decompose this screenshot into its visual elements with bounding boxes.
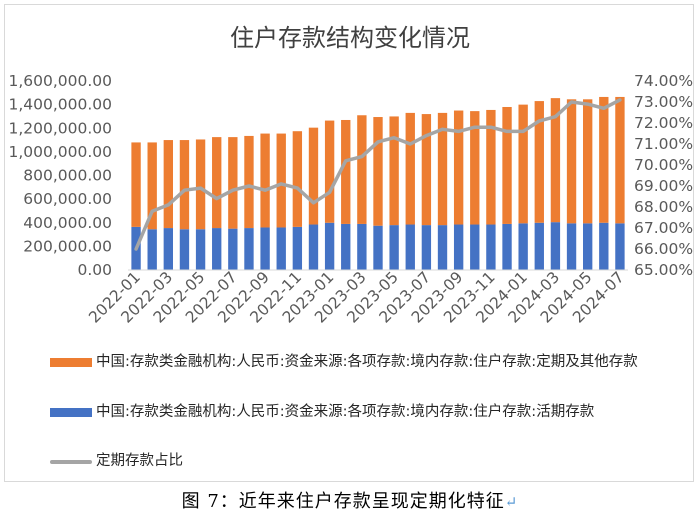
bar-current-deposit [470,224,480,270]
bar-fixed-deposit [260,133,270,228]
y-right-tick-label: 72.00% [634,114,693,132]
bar-current-deposit [292,226,303,270]
ratio-series-line [134,98,622,251]
legend-item-ratio: 定期存款占比 [50,451,670,471]
bar-current-deposit [260,227,270,270]
legend-label-current: 中国:存款类金融机构:人民币:资金来源:各项存款:境内存款:住户存款:活期存款 [96,404,595,420]
bar-current-deposit [405,224,415,270]
y-left-tick-label: 800,000.00 [23,167,112,185]
legend-swatch-current [50,408,92,417]
bar-current-deposit [163,228,173,270]
bar-fixed-deposit [212,137,222,229]
y-left-tick-label: 600,000.00 [23,190,112,208]
legend-label-fixed: 中国:存款类金融机构:人民币:资金来源:各项存款:境内存款:住户存款:定期及其他… [96,354,638,370]
bar-fixed-deposit [147,142,157,230]
bar-current-deposit [421,225,432,270]
legend-item-fixed: 中国:存款类金融机构:人民币:资金来源:各项存款:境内存款:住户存款:定期及其他… [50,352,670,372]
bar-fixed-deposit [308,127,319,225]
bar-current-deposit [324,222,335,270]
legend-label-ratio: 定期存款占比 [96,453,183,469]
bar-current-deposit [179,229,190,270]
bar-current-deposit [276,227,286,270]
bar-fixed-deposit [228,137,238,229]
bar-current-deposit [244,228,254,270]
bar-fixed-deposit [373,117,383,226]
figure-caption: 图 7：近年来住户存款呈现定期化特征↵ [0,487,700,513]
bar-current-deposit [373,225,383,270]
bar-current-deposit [147,229,157,270]
bar-fixed-deposit [566,99,577,224]
y-right-tick-label: 74.00% [634,72,693,90]
y-left-tick-label: 1,000,000.00 [8,143,112,161]
y-left-tick-label: 200,000.00 [23,237,112,255]
figure-caption-text: 图 7：近年来住户存款呈现定期化特征 [181,491,505,512]
bar-fixed-deposit [405,112,415,225]
y-left-tick-label: 400,000.00 [23,214,112,232]
bar-current-deposit [534,222,544,270]
bar-fixed-deposit [583,99,593,224]
bar-current-deposit [502,223,512,270]
bar-current-deposit [437,225,448,270]
bar-current-deposit [566,223,577,270]
bar-current-deposit [389,225,399,270]
bar-fixed-deposit [341,119,351,224]
bar-fixed-deposit [163,140,173,229]
y-left-tick-label: 1,600,000.00 [8,72,112,90]
bar-current-deposit [599,222,609,270]
bar-fixed-deposit [437,112,448,226]
y-left-tick-label: 1,200,000.00 [8,119,112,137]
bar-current-deposit [195,229,206,270]
combo-chart: 0.00 200,000.00 400,000.00 600,000.00 800,00… [8,72,693,327]
y-right-tick-label: 66.00% [634,240,693,258]
bar-fixed-deposit [599,96,609,223]
y-left-tick-label: 0.00 [77,261,112,279]
bar-fixed-deposit [486,109,496,225]
bar-current-deposit [212,228,222,270]
y-right-tick-label: 65.00% [634,261,693,279]
legend-swatch-fixed [50,358,92,367]
bar-fixed-deposit [389,116,399,226]
y-right-tick-label: 70.00% [634,156,693,174]
legend-swatch-ratio [50,460,92,464]
bar-fixed-deposit [276,133,286,228]
bar-current-deposit [308,224,319,270]
bar-fixed-deposit [470,111,480,225]
bar-current-deposit [583,223,593,270]
bar-fixed-deposit [131,142,141,227]
bar-fixed-deposit [534,101,544,223]
bar-current-deposit [486,224,496,270]
y-right-tick-label: 68.00% [634,198,693,216]
bar-fixed-deposit [518,104,528,224]
paragraph-mark-icon: ↵ [504,493,519,511]
bar-fixed-deposit [292,131,303,227]
bar-fixed-deposit [179,140,190,230]
bar-current-deposit [453,224,464,270]
bar-current-deposit [518,223,528,270]
chart-title: 住户存款结构变化情况 [230,24,470,52]
bar-current-deposit [357,223,367,270]
bar-fixed-deposit [244,135,254,229]
legend-item-current: 中国:存款类金融机构:人民币:资金来源:各项存款:境内存款:住户存款:活期存款 [50,402,670,422]
bar-fixed-deposit [324,120,335,223]
y-right-tick-label: 69.00% [634,177,693,195]
bar-fixed-deposit [195,139,206,230]
bar-current-deposit [341,223,351,270]
y-right-tick-label: 67.00% [634,219,693,237]
bar-fixed-deposit [502,106,512,224]
bar-fixed-deposit [357,115,367,224]
bar-current-deposit [615,223,625,270]
bar-fixed-deposit [550,98,561,223]
y-right-tick-label: 73.00% [634,93,693,111]
bar-fixed-deposit [421,114,432,226]
bar-current-deposit [228,228,238,270]
bar-current-deposit [550,222,561,270]
bar-fixed-deposit [615,96,625,224]
bar-fixed-deposit [453,110,464,225]
y-right-tick-label: 71.00% [634,135,693,153]
y-left-tick-label: 1,400,000.00 [8,96,112,114]
